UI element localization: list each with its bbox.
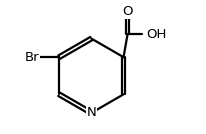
Text: Br: Br xyxy=(25,51,40,64)
Text: O: O xyxy=(122,5,133,18)
Text: N: N xyxy=(87,106,96,119)
Text: OH: OH xyxy=(146,28,166,41)
